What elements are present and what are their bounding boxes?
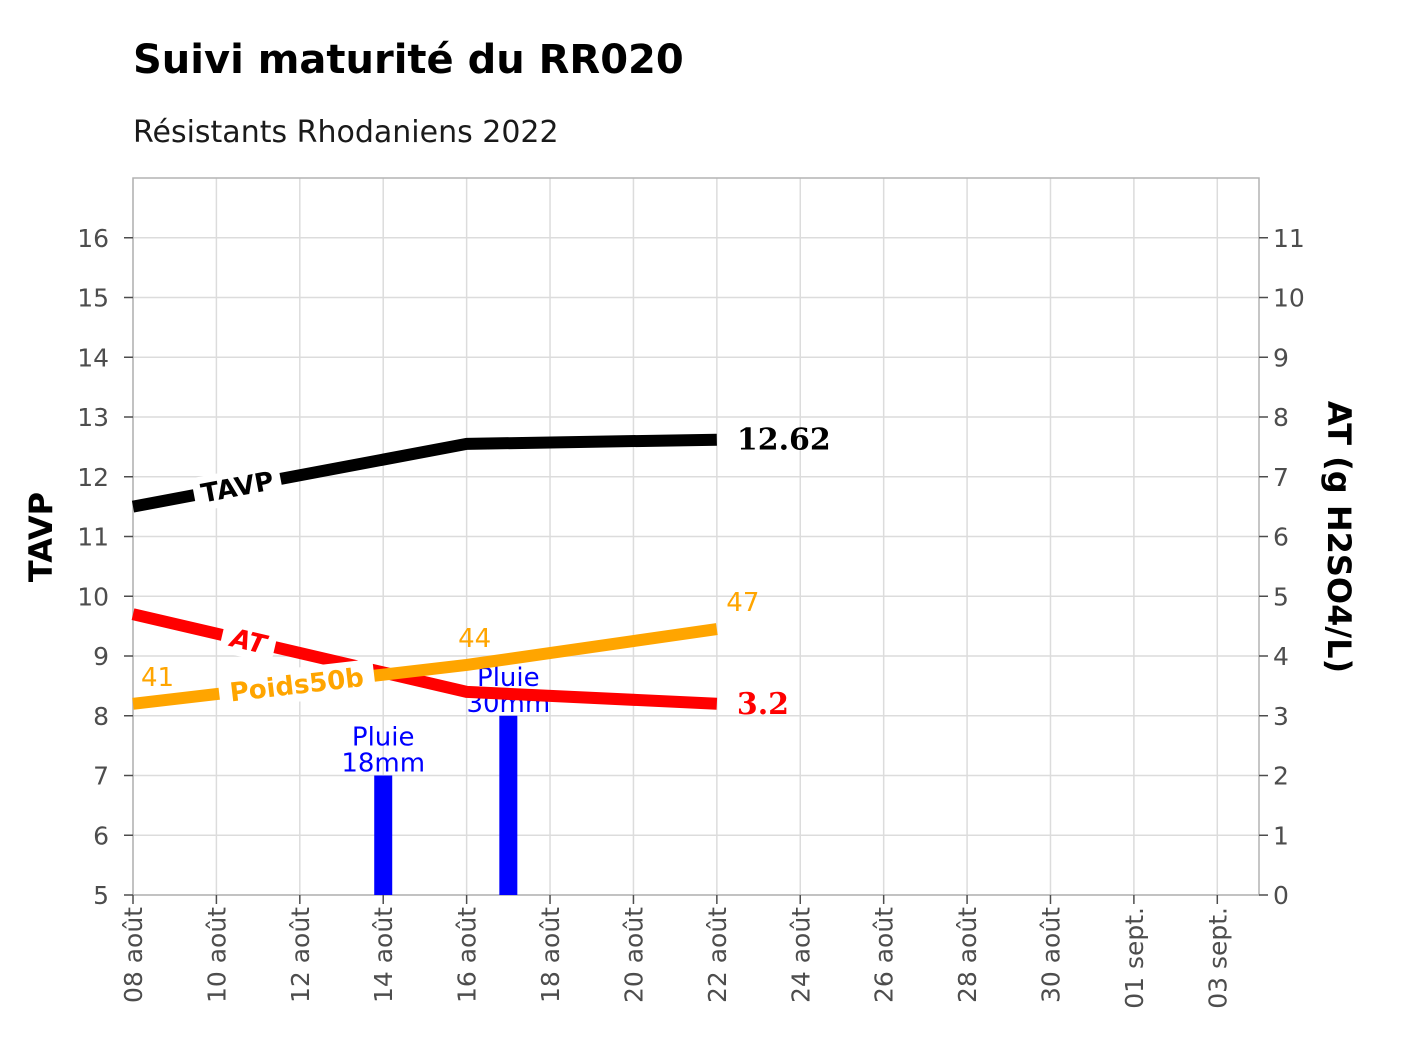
weight-point-label: 47	[726, 588, 759, 618]
grid	[132, 178, 1259, 896]
right-tick-label: 6	[1273, 523, 1289, 552]
x-tick-label: 01 sept.	[1120, 907, 1149, 1009]
right-tick-label: 10	[1273, 284, 1305, 313]
series-end-label: 12.62	[737, 423, 831, 458]
chart-title: Suivi maturité du RR020	[133, 37, 684, 83]
right-tick-label: 8	[1273, 403, 1289, 432]
weight-point-label: 41	[141, 663, 174, 693]
x-tick-label: 12 août	[286, 907, 315, 1003]
right-axis-title: AT (g H2SO4/L)	[1320, 401, 1358, 673]
series-inline-label: TAVP	[199, 466, 277, 509]
x-tick-label: 03 sept.	[1203, 907, 1232, 1009]
left-tick-label: 12	[77, 463, 109, 492]
x-tick-label: 24 août	[786, 907, 815, 1003]
series-label-background	[217, 658, 377, 711]
right-y-axis: 0 1 2 3 4 5 6 7 8 9 10 11	[1259, 224, 1305, 910]
left-y-axis: 5 6 7 8 9 10 11 12 13 14 15 16	[77, 224, 133, 910]
chart-subtitle: Résistants Rhodaniens 2022	[133, 115, 559, 150]
series-end-label: 3.2	[737, 687, 789, 722]
left-tick-label: 16	[77, 224, 109, 253]
rain-label-title: Pluie	[352, 723, 415, 753]
x-tick-label: 22 août	[703, 907, 732, 1003]
left-tick-label: 9	[93, 642, 109, 671]
right-tick-label: 0	[1273, 881, 1289, 910]
left-tick-label: 5	[93, 881, 109, 910]
x-tick-label: 28 août	[953, 907, 982, 1003]
right-tick-label: 2	[1273, 762, 1289, 791]
rain-bar	[499, 715, 518, 895]
x-tick-label: 26 août	[870, 907, 899, 1003]
x-tick-label: 20 août	[619, 907, 648, 1003]
left-tick-label: 13	[77, 403, 109, 432]
series-inline-label-group: AT	[218, 618, 279, 664]
right-tick-label: 11	[1273, 224, 1305, 253]
left-tick-label: 11	[77, 523, 109, 552]
left-tick-label: 10	[77, 582, 109, 611]
rain-label-amount: 18mm	[341, 749, 425, 779]
series-label-background	[218, 618, 279, 664]
left-tick-label: 14	[77, 343, 109, 372]
left-tick-label: 8	[93, 702, 109, 731]
right-tick-label: 4	[1273, 642, 1289, 671]
weight-point-label: 44	[458, 624, 491, 654]
x-tick-label: 18 août	[536, 907, 565, 1003]
x-tick-label: 10 août	[202, 907, 231, 1003]
left-axis-title: TAVP	[22, 492, 60, 582]
left-tick-label: 15	[77, 284, 109, 313]
right-tick-label: 1	[1273, 821, 1289, 850]
right-tick-label: 9	[1273, 343, 1289, 372]
series-label-background	[190, 462, 284, 512]
x-tick-label: 30 août	[1036, 907, 1065, 1003]
x-axis: 08 août 10 août 12 août 14 août 16 août 18 ao…	[119, 895, 1232, 1009]
right-tick-label: 3	[1273, 702, 1289, 731]
series-labels: 12.62 3.2 41 44 47	[141, 423, 831, 722]
left-tick-label: 6	[93, 821, 109, 850]
series-inline-label-group: TAVP	[190, 462, 284, 512]
right-tick-label: 7	[1273, 463, 1289, 492]
left-tick-label: 7	[93, 762, 109, 791]
x-tick-label: 14 août	[369, 907, 398, 1003]
series-inline-label-group: Poids50b	[217, 658, 377, 711]
x-tick-label: 08 août	[119, 907, 148, 1003]
right-tick-label: 5	[1273, 582, 1289, 611]
rain-bar	[374, 775, 393, 895]
x-tick-label: 16 août	[453, 907, 482, 1003]
